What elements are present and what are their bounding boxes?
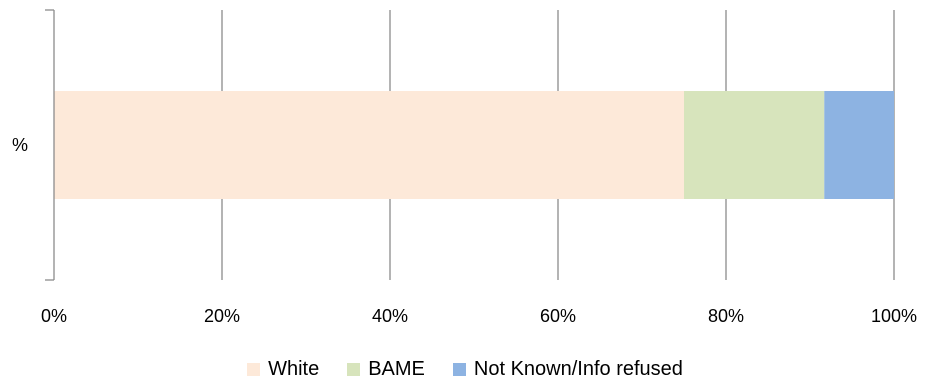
x-tick-label: 20% [204, 306, 240, 326]
bar-segment-3 [824, 91, 894, 199]
x-tick-label: 60% [540, 306, 576, 326]
legend-item: White [247, 358, 319, 381]
legend-label: Not Known/Info refused [473, 357, 683, 380]
legend-item: BAME [347, 358, 425, 381]
legend-swatch [452, 362, 466, 376]
legend-label: BAME [368, 357, 425, 380]
legend: White BAME Not Known/Info refused [0, 354, 930, 384]
legend-swatch [347, 362, 361, 376]
legend-label: White [268, 357, 320, 380]
legend-item: Not Known/Info refused [452, 357, 683, 381]
bar-segment-2 [684, 91, 825, 199]
x-tick-label: 0% [41, 306, 67, 326]
legend-swatch [247, 362, 261, 376]
x-tick-label: 40% [372, 306, 408, 326]
x-tick-label: 80% [708, 306, 744, 326]
bar-segment-1 [54, 91, 684, 199]
category-label: % [12, 135, 28, 155]
x-tick-label: 100% [871, 306, 917, 326]
